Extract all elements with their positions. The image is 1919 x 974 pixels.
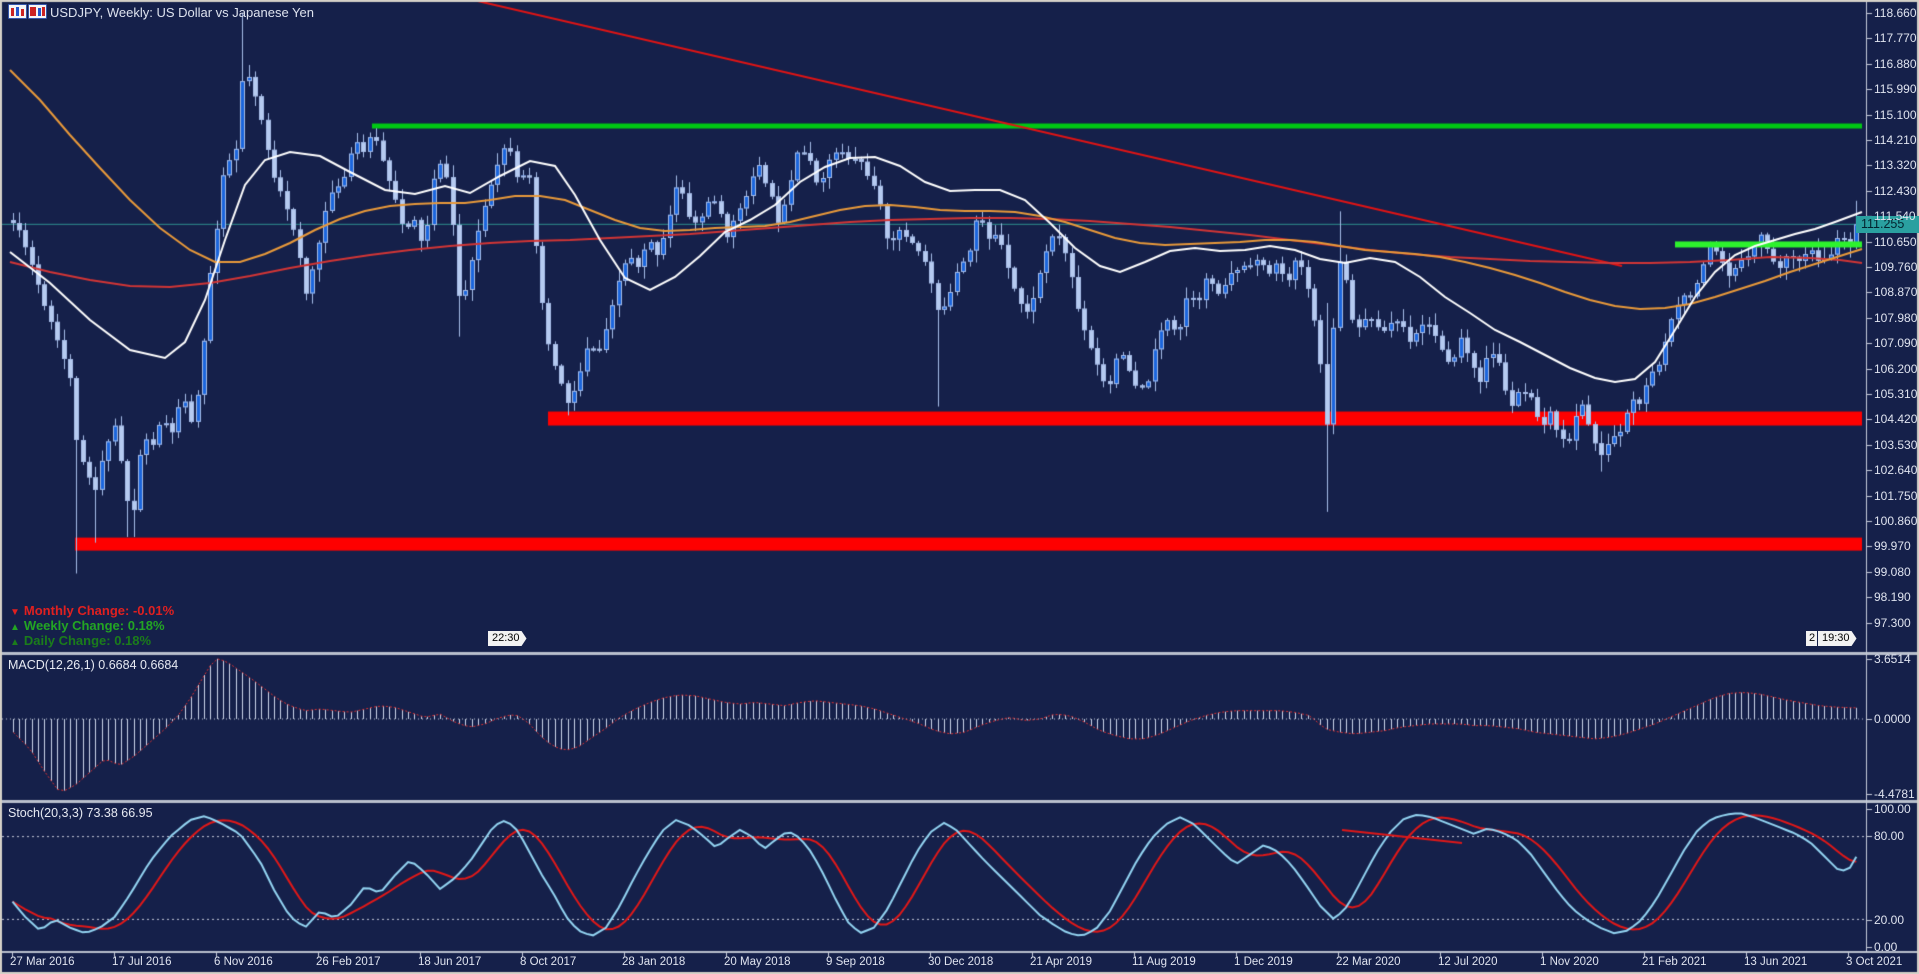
time-tag-mid[interactable]: 22:30 <box>488 631 527 646</box>
time-tag-right[interactable]: 19:30 <box>1818 631 1857 646</box>
time-tag-hidden[interactable]: 2 <box>1806 631 1817 646</box>
